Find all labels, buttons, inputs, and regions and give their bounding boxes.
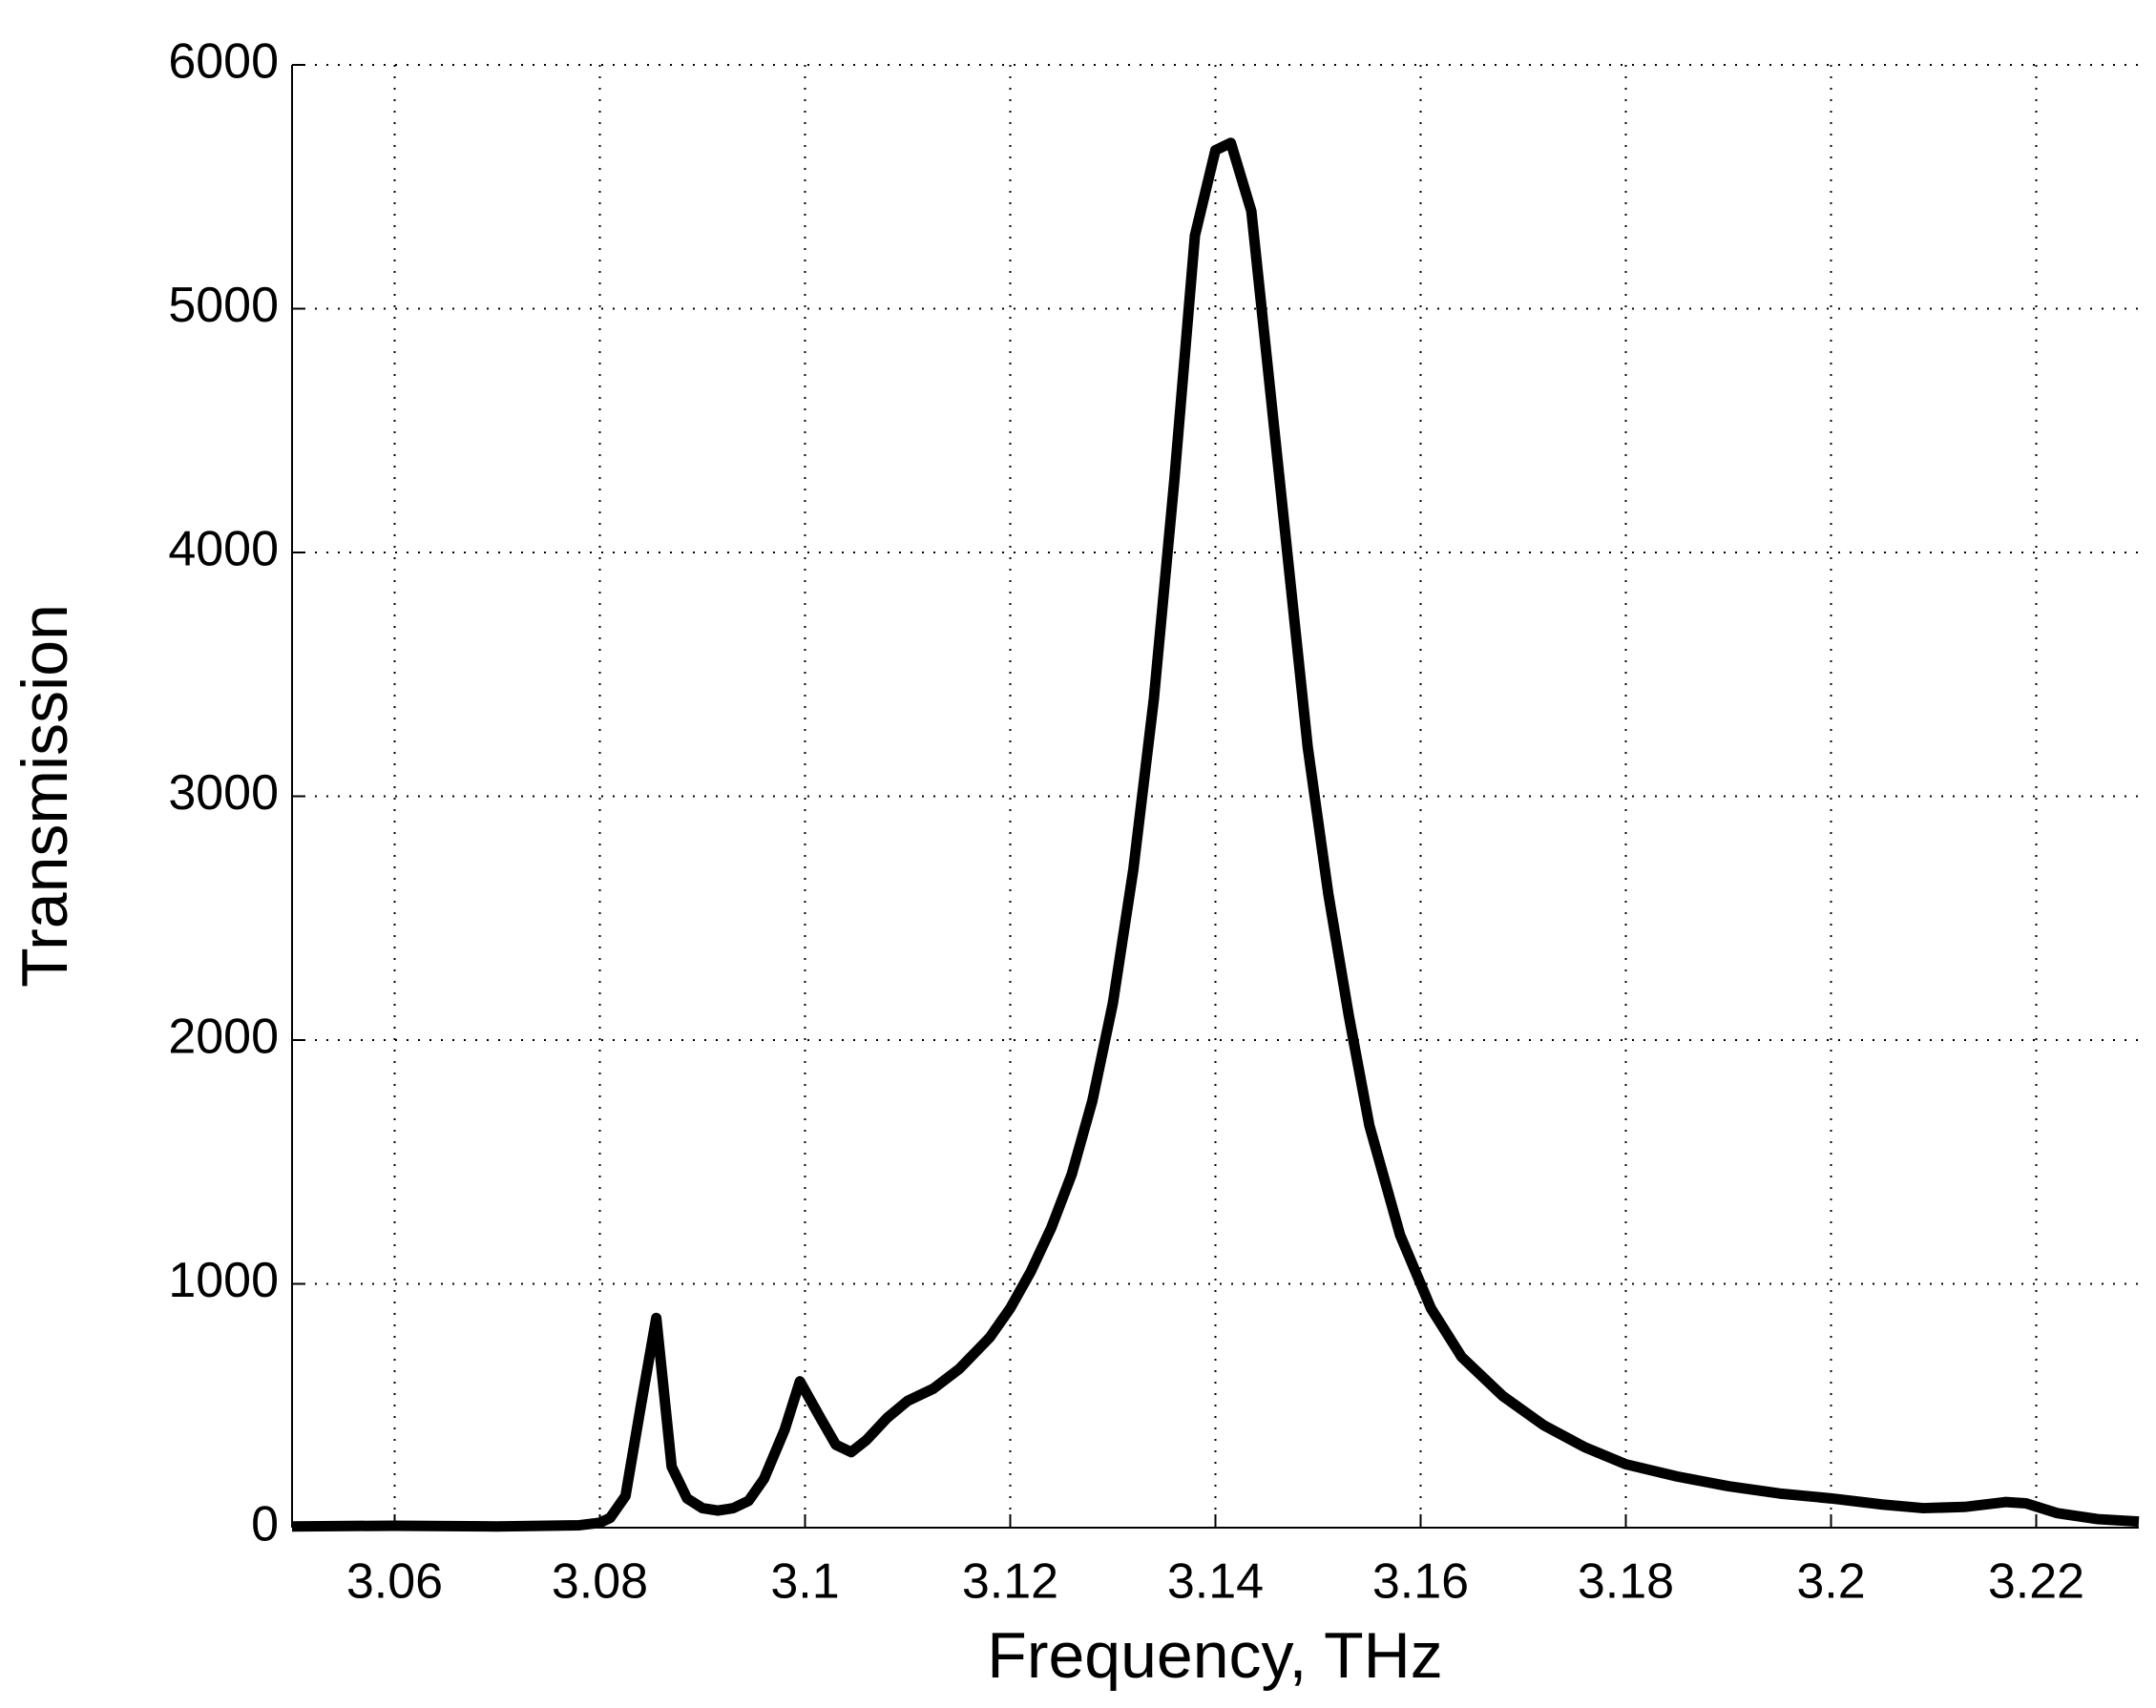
y-tick-label: 1000 xyxy=(168,1253,279,1308)
y-tick-label: 3000 xyxy=(168,765,279,821)
x-tick-label: 3.22 xyxy=(1988,1554,2084,1610)
y-tick-label: 6000 xyxy=(168,34,279,90)
y-tick-label: 0 xyxy=(251,1497,279,1552)
x-tick-label: 3.08 xyxy=(552,1554,648,1610)
x-tick-label: 3.2 xyxy=(1796,1554,1865,1610)
x-axis-label: Frequency, THz xyxy=(987,1619,1442,1692)
y-axis-label: Transmission xyxy=(9,604,81,988)
x-tick-label: 3.18 xyxy=(1578,1554,1674,1610)
y-tick-label: 4000 xyxy=(168,522,279,577)
x-tick-label: 3.06 xyxy=(346,1554,443,1610)
x-tick-label: 3.14 xyxy=(1167,1554,1264,1610)
x-tick-label: 3.1 xyxy=(770,1554,839,1610)
y-tick-label: 5000 xyxy=(168,278,279,333)
y-tick-label: 2000 xyxy=(168,1010,279,1065)
x-tick-label: 3.16 xyxy=(1372,1554,1469,1610)
x-tick-label: 3.12 xyxy=(962,1554,1058,1610)
data-line xyxy=(291,137,2140,1532)
